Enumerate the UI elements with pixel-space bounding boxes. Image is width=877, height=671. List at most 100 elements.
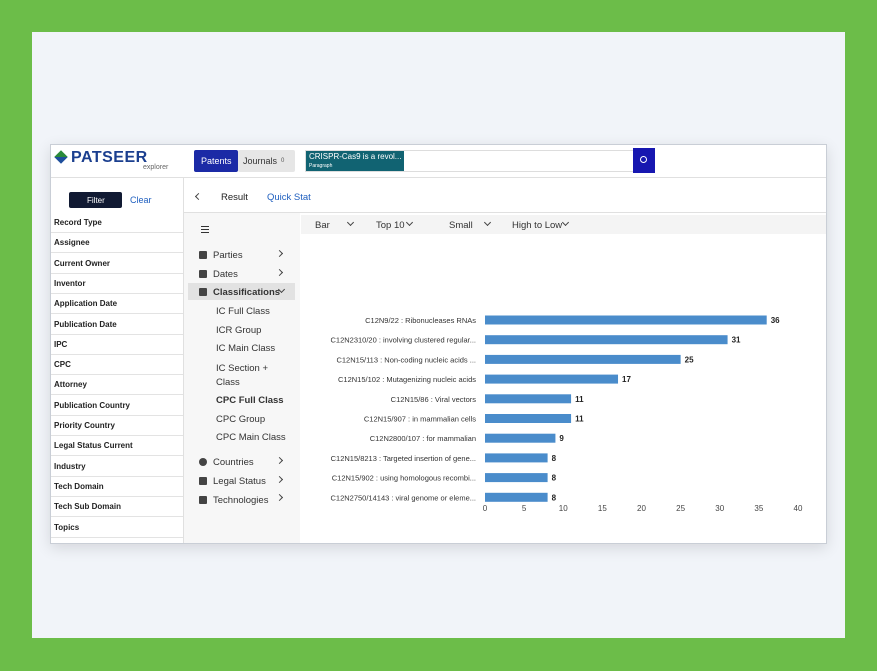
back-icon[interactable] (194, 192, 203, 201)
x-tick-label: 35 (754, 504, 763, 513)
x-tick-label: 5 (522, 504, 527, 513)
dropdown[interactable]: High to Low (512, 220, 563, 231)
field-item[interactable]: CPC (51, 355, 183, 376)
divider (184, 212, 826, 213)
nav-result[interactable]: Result (221, 192, 248, 203)
filter-button[interactable] (69, 192, 122, 208)
bar (485, 414, 572, 423)
value-label: 25 (685, 355, 694, 364)
icon (199, 458, 207, 466)
icon (199, 270, 207, 278)
x-tick-label: 15 (598, 504, 607, 513)
field-item[interactable]: Topics (51, 518, 183, 538)
logo-icon (54, 150, 68, 164)
bar (485, 433, 556, 443)
value-label: 11 (575, 415, 584, 424)
divider (51, 177, 826, 178)
search-query: CRISPR-Cas9 is a revol... (309, 152, 402, 161)
menu-item[interactable]: Classifications (213, 287, 281, 298)
dropdown[interactable]: Top 10 (376, 220, 405, 231)
menu-item[interactable]: Dates (213, 269, 238, 280)
tab-label[interactable]: Patents (201, 156, 232, 166)
x-tick-label: 0 (483, 504, 488, 513)
value-label: 11 (575, 395, 584, 404)
x-tick-label: 30 (715, 504, 724, 513)
sub-item[interactable]: CPC Full Class (216, 395, 284, 406)
field-item[interactable]: Attorney (51, 375, 183, 396)
field-item[interactable]: Publication Date (51, 315, 183, 335)
search-field: Paragraph (309, 163, 333, 169)
sub-item[interactable]: IC Main Class (216, 343, 276, 354)
value-label: 8 (552, 454, 557, 463)
field-item[interactable]: Priority Country (51, 416, 183, 436)
menu-item[interactable]: Legal Status (213, 476, 266, 487)
x-tick-label: 10 (559, 504, 568, 513)
field-item[interactable]: Industry (51, 457, 183, 477)
search-chip[interactable] (306, 151, 404, 171)
field-item[interactable]: Record Type (51, 213, 183, 233)
field-item[interactable]: IPC (51, 335, 183, 355)
menu-panel (184, 213, 300, 543)
app-window: PATSEER explorer Patents Journals 0 CRIS… (50, 144, 827, 544)
menu-item[interactable]: Parties (213, 250, 243, 261)
bar (485, 374, 619, 384)
tab-journals[interactable] (238, 150, 295, 172)
value-label: 36 (771, 316, 780, 325)
field-item[interactable]: Application Date (51, 294, 183, 315)
search-button[interactable] (633, 148, 655, 173)
x-tick-label: 25 (676, 504, 685, 513)
tab-label[interactable]: Journals (243, 156, 278, 166)
bar (485, 394, 572, 404)
value-label: 17 (622, 375, 631, 384)
category-label: C12N2310/20 : involving clustered regula… (330, 336, 476, 345)
value-label: 9 (559, 434, 564, 443)
sub-item[interactable]: IC Full Class (216, 306, 270, 317)
sub-item[interactable]: CPC Main Class (216, 432, 286, 443)
category-label: C12N15/907 : in mammalian cells (364, 415, 476, 424)
category-label: C12N2800/107 : for mammalian (370, 434, 476, 443)
field-item[interactable]: Legal Status Current (51, 436, 183, 457)
x-tick-label: 20 (637, 504, 646, 513)
menu-item[interactable]: Countries (213, 457, 254, 468)
category-label: C12N15/113 : Non-coding nucleic acids ..… (336, 355, 476, 364)
icon (199, 477, 207, 485)
x-tick-label: 40 (794, 504, 803, 513)
nav-quick-stat[interactable]: Quick Stat (267, 192, 311, 203)
category-label: C12N2750/14143 : viral genome or eleme..… (330, 493, 476, 502)
bar (485, 315, 767, 325)
category-label: C12N9/22 : Ribonucleases RNAs (365, 316, 476, 325)
clear-link[interactable]: Clear (130, 195, 152, 205)
sub-item[interactable]: ICR Group (216, 325, 262, 336)
category-label: C12N15/902 : using homologous recombi... (332, 474, 476, 483)
search-icon (640, 156, 647, 163)
chart: 0 5 10 15 20 25 30 35 40 C12N9/22 : Ribonucleases… (330, 315, 803, 513)
dropdown[interactable]: Small (449, 220, 473, 231)
dropdown[interactable]: Bar (315, 220, 330, 231)
field-item[interactable]: Current Owner (51, 254, 183, 274)
controls-bar (301, 215, 826, 234)
sub-item[interactable]: IC Section + Class (216, 363, 269, 388)
field-item[interactable]: Tech Sub Domain (51, 497, 183, 518)
icon (199, 496, 207, 504)
field-item[interactable]: Tech Domain (51, 477, 183, 497)
field-item[interactable]: Inventor (51, 274, 183, 294)
icon (199, 251, 207, 259)
icon (199, 288, 207, 296)
bar (485, 354, 681, 364)
badge: 0 (281, 158, 285, 164)
bar (485, 453, 548, 463)
bar (485, 473, 548, 483)
menu-item[interactable]: Technologies (213, 495, 269, 506)
field-item[interactable]: Publication Country (51, 396, 183, 416)
field-item[interactable]: Assignee (51, 233, 183, 254)
logo-sub: explorer (143, 164, 169, 171)
hamburger[interactable] (201, 226, 209, 227)
tab-patents[interactable] (194, 150, 238, 172)
filter-label[interactable]: Filter (87, 196, 105, 205)
logo: PATSEER (71, 149, 148, 166)
divider (183, 178, 184, 543)
sub-item[interactable]: CPC Group (216, 414, 266, 425)
category-label: C12N15/8213 : Targeted insertion of gene… (331, 454, 476, 463)
value-label: 8 (552, 493, 557, 502)
